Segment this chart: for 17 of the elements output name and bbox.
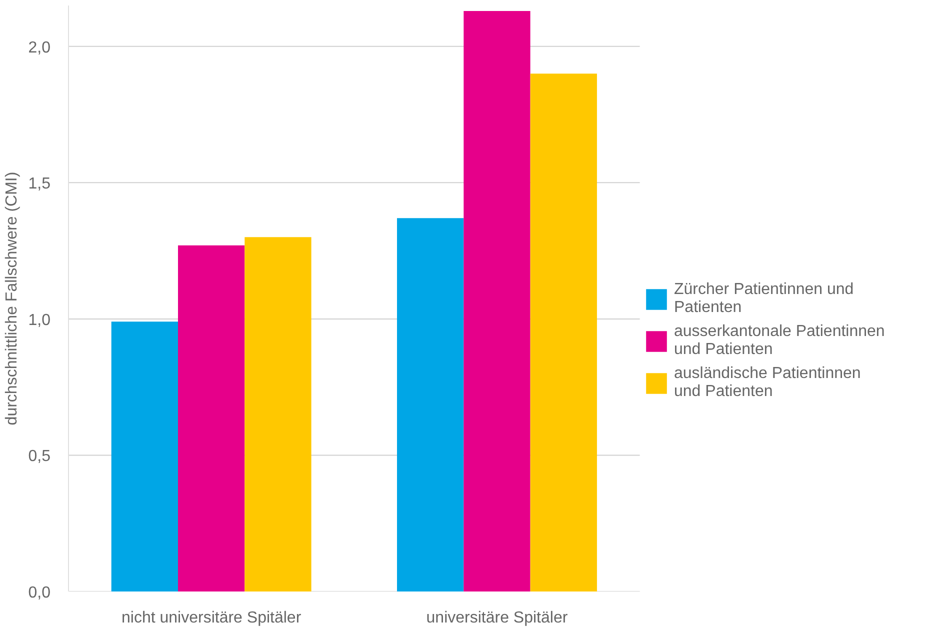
bar bbox=[244, 237, 312, 592]
x-tick-label: nicht universitäre Spitäler bbox=[122, 610, 302, 626]
y-tick-label: 0,5 bbox=[28, 448, 51, 466]
bar bbox=[530, 74, 597, 592]
y-tick-label: 1,0 bbox=[28, 312, 51, 329]
legend-label: ausländische Patientinnen und Patienten bbox=[674, 365, 861, 401]
legend-label: Zürcher Patientinnen und Patienten bbox=[674, 281, 854, 317]
y-tick-label: 0,0 bbox=[28, 584, 51, 602]
x-tick-label: universitäre Spitäler bbox=[426, 610, 568, 626]
bar bbox=[397, 218, 464, 592]
bar bbox=[464, 10, 530, 592]
legend-label: ausserkantonale Patientinnen und Patienten bbox=[674, 323, 885, 359]
bar bbox=[111, 322, 178, 592]
y-tick-label: 2,0 bbox=[28, 39, 51, 56]
y-axis-title: durchschnittliche Fallschwere (CMI) bbox=[3, 172, 20, 426]
bar bbox=[178, 245, 245, 592]
y-tick-label: 1,5 bbox=[28, 176, 51, 193]
